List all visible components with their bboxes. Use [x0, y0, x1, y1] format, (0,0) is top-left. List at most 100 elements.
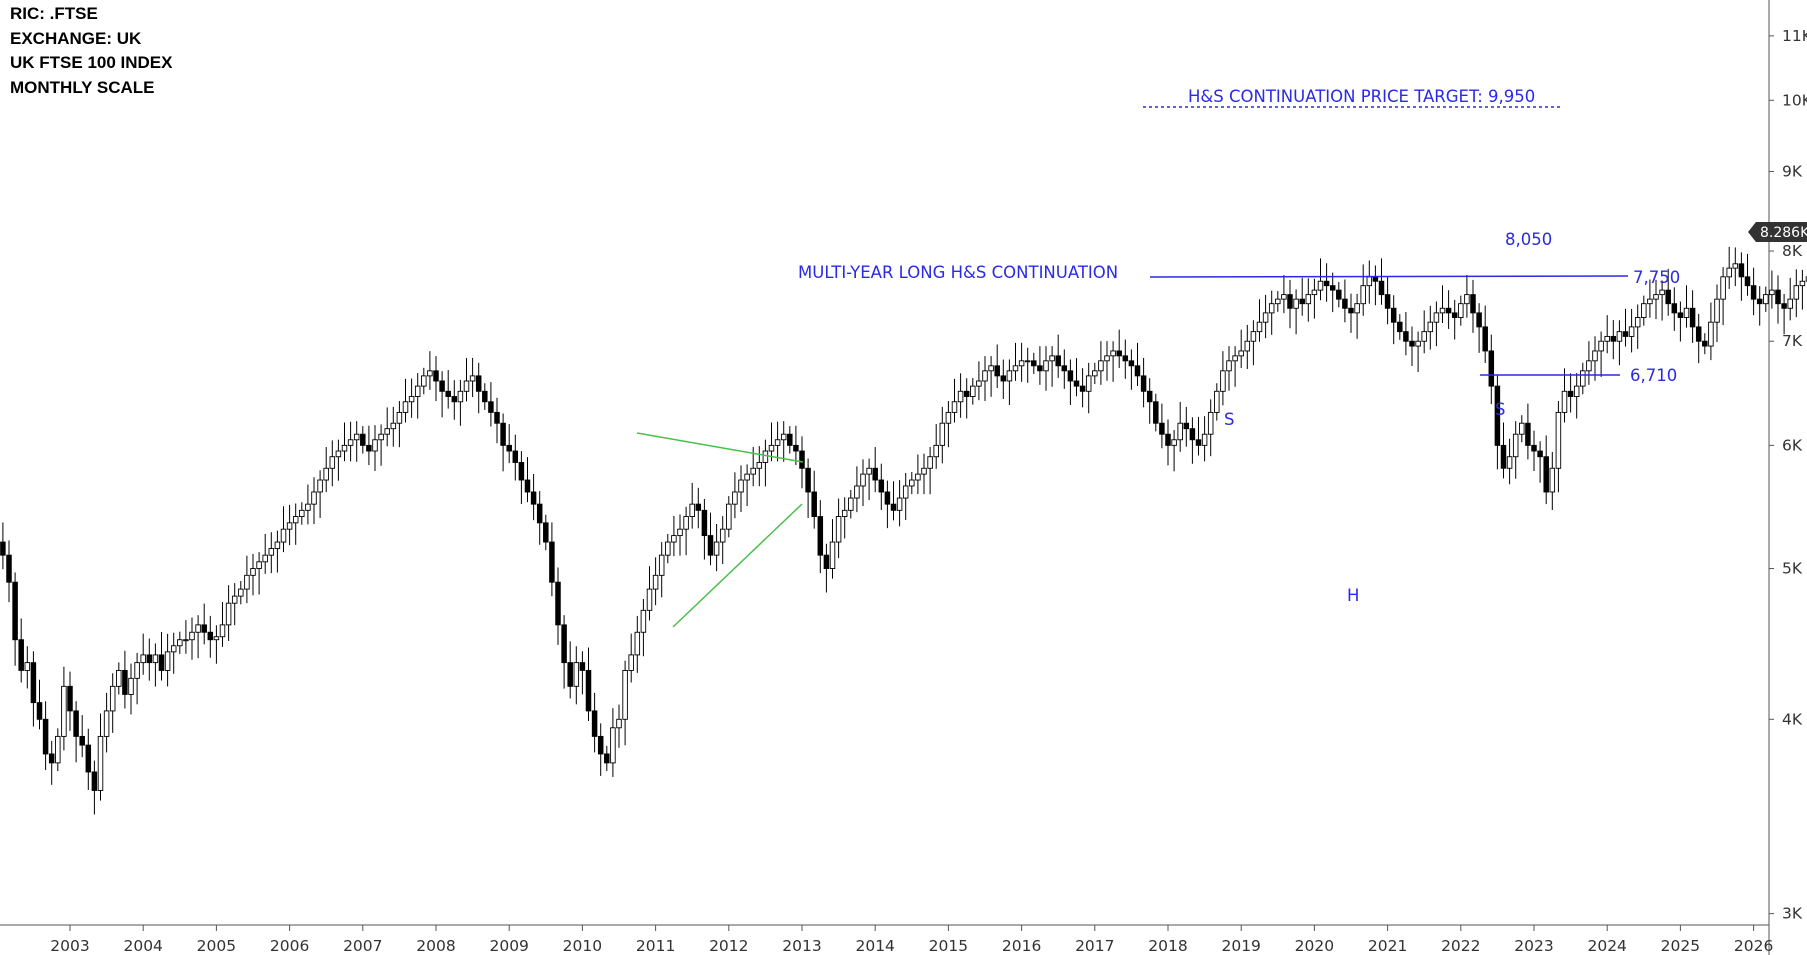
candle-down	[567, 662, 573, 687]
candle-down	[1537, 450, 1543, 458]
candle-up	[683, 516, 689, 530]
candle-down	[1323, 280, 1330, 287]
candle-down	[1610, 335, 1617, 342]
candle-down	[30, 662, 37, 704]
candle-up	[414, 385, 421, 397]
left-shoulder-label: S	[1224, 410, 1234, 429]
last-price-tag-shape	[1748, 222, 1807, 242]
candle-down	[42, 718, 49, 755]
x-tick-label: 2011	[636, 937, 675, 955]
candle-up	[927, 456, 933, 469]
x-tick-label: 2006	[270, 937, 309, 955]
candle-down	[1189, 428, 1196, 441]
x-tick-label: 2009	[489, 937, 528, 955]
candle-down	[1122, 355, 1129, 362]
candle-down	[1744, 276, 1751, 287]
candle-down	[536, 503, 543, 524]
candle-down	[48, 753, 55, 764]
candle-up	[1573, 385, 1580, 397]
candle-up	[1580, 370, 1586, 387]
candle-up	[1415, 340, 1421, 347]
x-tick-label: 2010	[563, 937, 602, 955]
candle-down	[1342, 298, 1348, 309]
triangle-lower-trendline	[672, 503, 803, 628]
candle-up	[762, 450, 769, 463]
candle-up	[896, 497, 903, 511]
candle-up	[1604, 335, 1610, 342]
candle-down	[0, 541, 6, 556]
candle-up	[1098, 360, 1104, 372]
candle-down	[524, 479, 531, 493]
candle-up	[658, 554, 665, 576]
candle-down	[6, 554, 12, 583]
candle-up	[1708, 321, 1714, 347]
candle-down	[1702, 340, 1708, 347]
candle-up	[756, 462, 763, 469]
x-tick-label: 2005	[197, 937, 236, 955]
candle-up	[183, 639, 189, 642]
candle-up	[140, 654, 146, 664]
candle-up	[945, 411, 952, 424]
candle-up	[109, 685, 116, 712]
candle-down	[1543, 456, 1549, 493]
candle-down	[1128, 360, 1135, 367]
candle-up	[1244, 340, 1251, 352]
candle-up	[305, 503, 311, 511]
candle-down	[1409, 340, 1415, 347]
candle-up	[677, 528, 683, 537]
candle-up	[628, 654, 634, 671]
candle-up	[1360, 285, 1366, 305]
candle-down	[1451, 312, 1458, 318]
y-tick-label: 8K	[1782, 242, 1803, 260]
candle-up	[1293, 298, 1299, 309]
y-tick-label: 5K	[1782, 560, 1803, 578]
candle-down	[1079, 385, 1086, 392]
candle-down	[1378, 280, 1385, 296]
candle-down	[518, 462, 525, 481]
candle-down	[591, 710, 598, 737]
candle-down	[1781, 303, 1787, 309]
candle-up	[1561, 390, 1568, 413]
y-tick-label: 4K	[1782, 710, 1803, 728]
candle-up	[829, 541, 836, 569]
candle-up	[1647, 298, 1653, 305]
x-tick-label: 2025	[1661, 937, 1700, 955]
candle-up	[1281, 294, 1287, 300]
candle-up	[103, 710, 110, 737]
candle-up	[726, 503, 732, 530]
candle-down	[604, 753, 610, 764]
candle-up	[1458, 303, 1464, 318]
candle-up	[1250, 331, 1257, 342]
candle-up	[866, 467, 872, 475]
candle-down	[1531, 444, 1537, 452]
candle-up	[1799, 280, 1806, 287]
candle-down	[1037, 365, 1043, 372]
candle-up	[1262, 312, 1269, 323]
candle-down	[1384, 294, 1391, 309]
x-tick-label: 2004	[123, 937, 162, 955]
candle-up	[646, 588, 653, 611]
candle-down	[1159, 422, 1165, 435]
candle-up	[396, 411, 403, 424]
candle-up	[323, 467, 329, 481]
candle-up	[1311, 289, 1318, 296]
candle-down	[445, 390, 451, 397]
candle-up	[1549, 467, 1556, 493]
candle-up	[1006, 370, 1013, 382]
candle-up	[1085, 375, 1092, 392]
candle-down	[1336, 289, 1342, 300]
candle-up	[1720, 276, 1726, 300]
x-tick-label: 2026	[1734, 937, 1773, 955]
candle-down	[433, 370, 439, 382]
candle-up	[317, 479, 323, 493]
candle-down	[1775, 289, 1781, 305]
candle-up	[951, 401, 958, 413]
candle-up	[933, 444, 939, 458]
x-tick-label: 2012	[709, 937, 748, 955]
candle-down	[1348, 307, 1354, 314]
candle-down	[1000, 375, 1007, 382]
candle-down	[1695, 326, 1702, 342]
candle-up	[408, 396, 415, 403]
candle-up	[427, 370, 433, 377]
candle-up	[286, 522, 293, 530]
